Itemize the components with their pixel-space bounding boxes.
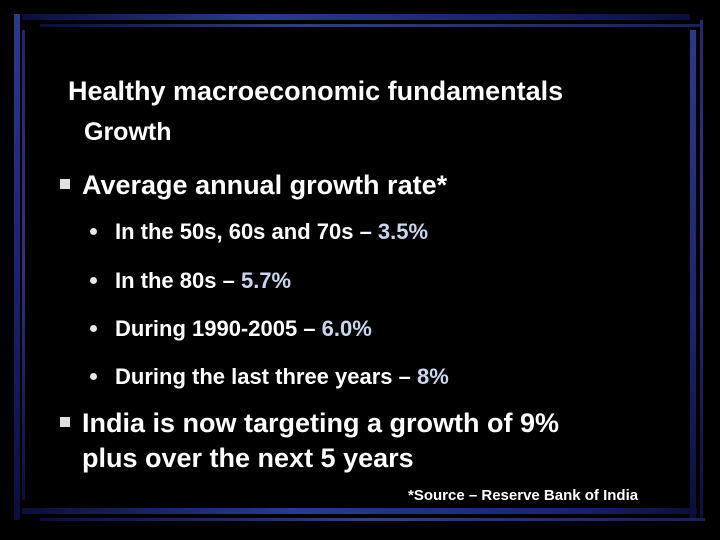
sub-bullet-value: 8% [417, 364, 449, 389]
sub-bullet-1990-2005: During 1990-2005 – 6.0% [90, 316, 372, 342]
round-bullet-icon [90, 277, 97, 284]
round-bullet-icon [90, 228, 97, 235]
sub-bullet-value: 6.0% [321, 316, 372, 341]
frame-left-line [14, 14, 20, 520]
sub-bullet-50s-70s: In the 50s, 60s and 70s – 3.5% [90, 219, 428, 245]
bullet-growth-rate: Average annual growth rate* [60, 170, 447, 201]
frame-bottom-line [22, 508, 697, 514]
sub-bullet-value: 5.7% [240, 268, 292, 293]
bullet-text-line-1: India is now targeting a growth of 9% [82, 408, 560, 438]
square-bullet-icon [60, 417, 70, 427]
sub-bullet-label: In the 80s – [115, 268, 241, 293]
slide-subtitle: Growth [84, 118, 172, 146]
frame-right-line [690, 30, 696, 520]
frame-top-line [22, 14, 690, 20]
round-bullet-icon [90, 325, 97, 332]
sub-bullet-last-three-years: During the last three years – 8% [90, 364, 449, 390]
source-footnote: *Source – Reserve Bank of India [408, 487, 639, 504]
bullet-growth-target: India is now targeting a growth of 9% plu… [60, 406, 559, 476]
frame-left-line-inner [22, 30, 25, 500]
frame-right-line-inner [700, 20, 703, 520]
sub-bullet-label: In the 50s, 60s and 70s – [115, 219, 378, 244]
slide-title: Healthy macroeconomic fundamentals [68, 76, 564, 106]
bullet-text-line-2: plus over the next 5 years [82, 443, 414, 473]
frame-top-line-inner [40, 24, 700, 27]
bullet-text: Average annual growth rate* [82, 170, 448, 200]
frame-bottom-line-inner [40, 518, 705, 521]
sub-bullet-label: During 1990-2005 – [115, 316, 322, 341]
square-bullet-icon [60, 179, 70, 189]
sub-bullet-label: During the last three years – [115, 364, 417, 389]
sub-bullet-80s: In the 80s – 5.7% [90, 268, 291, 294]
round-bullet-icon [90, 373, 97, 380]
sub-bullet-value: 3.5% [377, 219, 429, 244]
